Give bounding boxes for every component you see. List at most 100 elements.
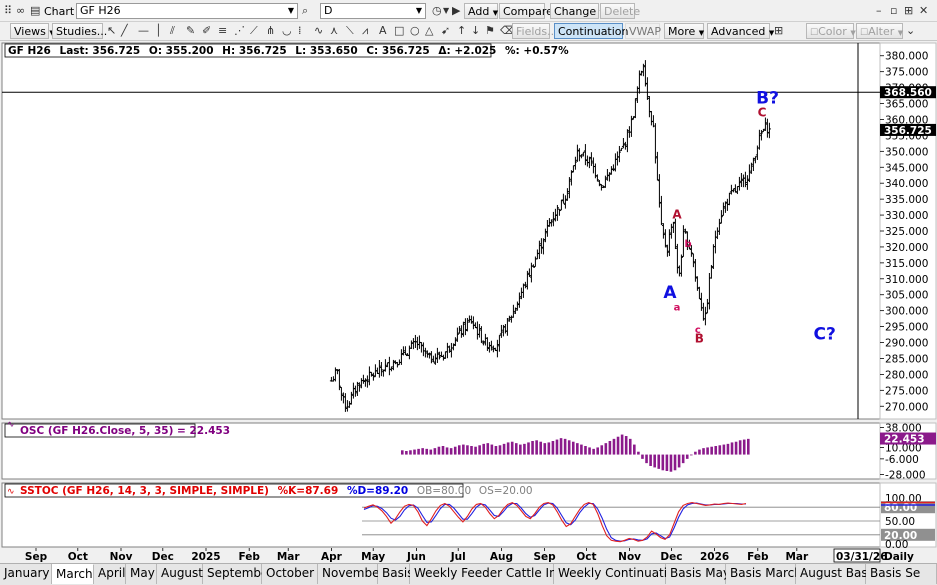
chevron-down-icon[interactable]: ▼ bbox=[443, 6, 450, 15]
ohlc-bar bbox=[671, 221, 675, 233]
close-icon[interactable]: ✕ bbox=[919, 4, 929, 17]
channel-tool-icon[interactable]: ⫽ bbox=[170, 24, 175, 37]
tab-november[interactable]: November bbox=[318, 564, 384, 584]
arrow-tool-icon[interactable]: ➹ bbox=[441, 24, 451, 37]
stoch-tick-label: 50.00 bbox=[885, 516, 915, 528]
link-icon[interactable]: ∞ bbox=[16, 4, 26, 17]
rectangle-tool-icon[interactable]: □ bbox=[394, 24, 405, 37]
osc-histogram-bar bbox=[747, 438, 750, 455]
flag-tool-icon[interactable]: ⚑ bbox=[485, 24, 495, 37]
tab-weekly-feeder-cattle-index[interactable]: Weekly Feeder Cattle Index bbox=[410, 564, 579, 584]
alter-button[interactable]: ☐Alter ▼ bbox=[856, 23, 903, 39]
gann-tool-icon[interactable]: ⋰ bbox=[234, 24, 245, 37]
quote-header-box bbox=[4, 43, 492, 58]
fib-tool-icon[interactable]: ≡ bbox=[218, 24, 228, 37]
studies-button[interactable]: Studies... bbox=[52, 23, 107, 39]
more-label: More bbox=[668, 25, 696, 38]
tab-january[interactable]: January bbox=[0, 564, 52, 584]
triangle-tool-icon[interactable]: △ bbox=[425, 24, 434, 37]
speed-tool-icon[interactable]: ⟋ bbox=[250, 24, 258, 37]
ohlc-bar bbox=[371, 372, 375, 381]
tab-may[interactable]: May bbox=[126, 564, 157, 584]
pen-tool-icon[interactable]: ✎ bbox=[186, 24, 196, 37]
tab-april[interactable]: April bbox=[94, 564, 126, 584]
osc-histogram-bar bbox=[628, 438, 632, 455]
price-tick-label: 325.000 bbox=[885, 226, 928, 238]
continuation-button[interactable]: Continuation bbox=[554, 23, 629, 39]
restore-icon[interactable]: ▫ bbox=[890, 4, 898, 17]
ohlc-bar bbox=[731, 188, 735, 193]
up-arrow-tool-icon[interactable]: ↑ bbox=[457, 24, 467, 37]
tab-september[interactable]: September bbox=[203, 564, 273, 584]
tab-weekly-continuation[interactable]: Weekly Continuation bbox=[554, 564, 682, 584]
advanced-button[interactable]: Advanced ▼ bbox=[707, 23, 774, 39]
delete-button[interactable]: Delete bbox=[600, 3, 640, 19]
minimize-icon[interactable]: – bbox=[876, 4, 882, 17]
wave-annotation[interactable]: b bbox=[685, 239, 692, 250]
tab-august[interactable]: August bbox=[157, 564, 203, 584]
wave-tool-icon[interactable]: ∿ bbox=[314, 24, 324, 37]
osc-panel[interactable] bbox=[1, 422, 881, 480]
down-arrow-tool-icon[interactable]: ↓ bbox=[471, 24, 481, 37]
vwap-button[interactable]: VWAP bbox=[625, 23, 661, 39]
wave-annotation[interactable]: B? bbox=[756, 89, 779, 109]
erase-tool-icon[interactable]: ⌫ bbox=[500, 24, 516, 37]
chart-area[interactable]: 380.000375.000370.000365.000360.000355.0… bbox=[0, 41, 937, 563]
wave-annotation[interactable]: a bbox=[674, 303, 681, 314]
osc-histogram-bar bbox=[425, 448, 429, 455]
wave-annotation[interactable]: c bbox=[695, 325, 701, 336]
compare-button[interactable]: Compare bbox=[499, 3, 553, 19]
ohlc-bar bbox=[495, 339, 499, 358]
tab-august-basis[interactable]: August Basis bbox=[796, 564, 877, 584]
tab-basis[interactable]: Basis bbox=[378, 564, 413, 584]
main-toolbar: ⠿ ∞ ▤ Chart GF H26 ▼ ⌕ D ▼ ◷ ▼ ▶ Add ▼ C… bbox=[0, 0, 937, 22]
regression-tool-icon[interactable]: ⟍ bbox=[346, 24, 354, 37]
add-button[interactable]: Add ▼ bbox=[464, 3, 498, 19]
dropdown-arrow-icon[interactable]: ▼ bbox=[287, 6, 294, 15]
search-icon[interactable]: ⌕ bbox=[302, 4, 309, 17]
arc-tool-icon[interactable]: ◡ bbox=[282, 24, 292, 37]
osc-histogram-bar bbox=[421, 448, 424, 455]
osc-histogram-bar bbox=[698, 449, 701, 455]
price-panel[interactable] bbox=[1, 42, 881, 420]
dropdown-arrow-icon[interactable]: ▼ bbox=[415, 6, 422, 15]
clock-icon[interactable]: ◷ bbox=[432, 4, 442, 17]
pin-icon[interactable]: ⊞ bbox=[904, 4, 914, 17]
cursor-icon[interactable]: ↖ bbox=[107, 24, 117, 37]
hline-tool-icon[interactable]: — bbox=[138, 24, 149, 37]
tab-basis-march[interactable]: Basis March bbox=[726, 564, 802, 584]
tab-basis-se[interactable]: Basis Se bbox=[866, 564, 937, 584]
cycle-tool-icon[interactable]: ⁞ bbox=[298, 24, 302, 37]
grip-icon[interactable]: ⠿ bbox=[4, 4, 13, 17]
line-tool-icon[interactable]: ╱ bbox=[121, 24, 128, 37]
tab-march[interactable]: March bbox=[52, 564, 94, 584]
color-button[interactable]: ☐Color ▼ bbox=[806, 23, 856, 39]
views-button[interactable]: Views ▼ bbox=[10, 23, 55, 39]
tab-basis-may[interactable]: Basis May bbox=[666, 564, 730, 584]
more-button[interactable]: More ▼ bbox=[664, 23, 704, 39]
pitchfork-tool-icon[interactable]: ⋏ bbox=[330, 24, 339, 37]
chevron-down-icon[interactable]: ⌄ bbox=[906, 24, 916, 37]
wave-annotation[interactable]: A bbox=[672, 207, 682, 221]
symbol-input[interactable]: GF H26 ▼ bbox=[76, 3, 298, 19]
ohlc-bar bbox=[337, 368, 341, 391]
play-icon[interactable]: ▶ bbox=[452, 4, 461, 17]
wave-annotation[interactable]: B bbox=[695, 332, 704, 346]
chevron-down-icon: ▼ bbox=[698, 29, 705, 37]
period-input[interactable]: D ▼ bbox=[320, 3, 426, 19]
text-tool-icon[interactable]: A bbox=[379, 24, 387, 37]
wave-annotation[interactable]: A bbox=[663, 283, 677, 303]
pencil-tool-icon[interactable]: ✐ bbox=[202, 24, 212, 37]
fan-tool-icon[interactable]: ⋔ bbox=[266, 24, 276, 37]
zigzag-tool-icon[interactable]: ⩘ bbox=[362, 24, 369, 37]
wave-annotation[interactable]: C bbox=[758, 105, 767, 119]
change-button[interactable]: Change ▼ bbox=[550, 3, 605, 19]
wave-annotation[interactable]: C? bbox=[814, 324, 836, 344]
ellipse-tool-icon[interactable]: ○ bbox=[410, 24, 420, 37]
grid-icon[interactable]: ⊞ bbox=[774, 24, 784, 37]
fields-button[interactable]: Fields... ▼ bbox=[512, 23, 567, 39]
vline-tool-icon[interactable]: │ bbox=[155, 24, 162, 37]
osc-histogram-bar bbox=[657, 454, 661, 469]
stoch-icon: ∿ bbox=[7, 487, 15, 497]
tab-october[interactable]: October bbox=[262, 564, 318, 584]
